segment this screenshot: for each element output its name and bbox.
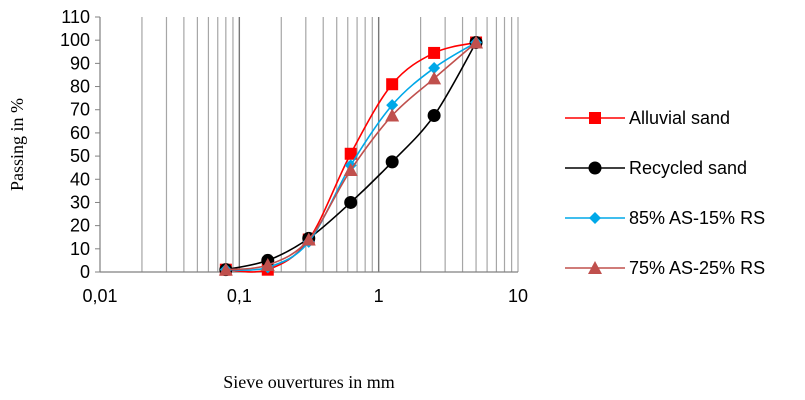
series-layer: [218, 35, 484, 277]
legend-label: Alluvial sand: [629, 108, 730, 128]
y-tick-label: 70: [70, 100, 90, 120]
legend: Alluvial sand Recycled sand 85% AS-15% RS 7…: [565, 108, 765, 278]
y-tick-label: 10: [70, 239, 90, 259]
x-tick-label: 1: [374, 286, 384, 306]
data-point: [260, 258, 275, 272]
data-point: [428, 46, 441, 59]
data-point: [385, 108, 400, 122]
legend-marker: [589, 212, 601, 224]
legend-label: 85% AS-15% RS: [629, 208, 765, 228]
legend-label: 75% AS-25% RS: [629, 258, 765, 278]
data-point: [386, 99, 399, 112]
data-point: [428, 62, 441, 74]
legend-marker: [589, 112, 601, 124]
y-axis-label: Passing in %: [7, 98, 27, 191]
data-point: [344, 147, 357, 160]
data-point: [385, 155, 399, 169]
x-tick-label: 0,1: [227, 286, 252, 306]
y-tick-label: 0: [80, 262, 90, 282]
y-tick-label: 110: [61, 7, 90, 27]
data-point: [343, 163, 358, 176]
legend-label: Recycled sand: [629, 158, 747, 178]
data-point: [386, 78, 399, 91]
y-tick-label: 40: [70, 169, 90, 189]
data-point: [427, 109, 441, 123]
y-tick-label: 50: [70, 146, 90, 166]
data-point: [301, 232, 316, 246]
data-point: [427, 71, 442, 85]
legend-marker: [588, 161, 602, 175]
data-point: [469, 35, 484, 49]
legend-marker: [588, 261, 602, 274]
grid: [141, 17, 519, 272]
x-tick-label: 0,01: [82, 286, 117, 306]
x-tick-label: 10: [508, 286, 528, 306]
x-axis-label: Sieve ouvertures in mm: [223, 372, 394, 392]
y-tick-label: 30: [70, 192, 90, 212]
data-point: [218, 262, 233, 276]
y-tick-label: 100: [60, 30, 90, 50]
y-tick-label: 20: [70, 216, 90, 236]
axes: [95, 16, 518, 273]
data-point: [344, 195, 358, 209]
y-tick-label: 80: [70, 77, 90, 97]
y-tick-label: 60: [70, 123, 90, 143]
y-tick-label: 90: [70, 53, 90, 73]
